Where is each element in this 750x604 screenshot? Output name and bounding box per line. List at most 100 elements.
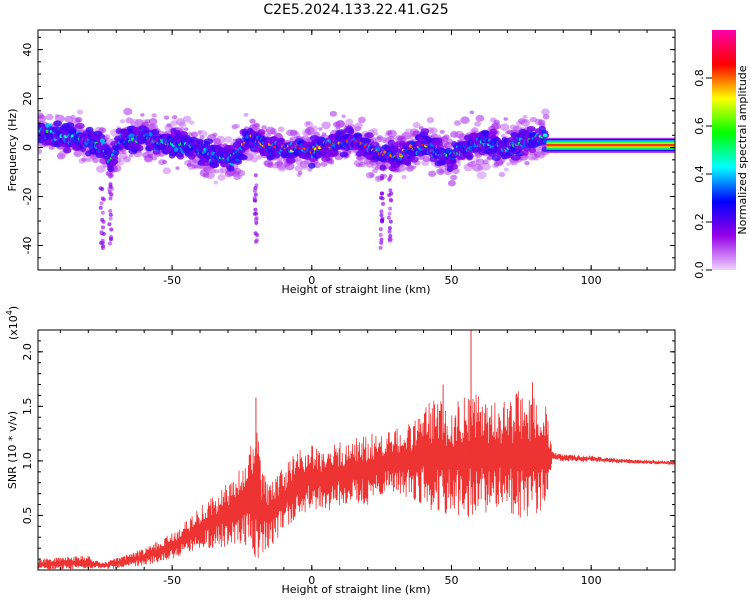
snr-xtick-label: -50	[163, 574, 181, 587]
spectrum-halo-blob	[75, 116, 83, 123]
spectrum-streak-blob	[379, 191, 384, 196]
spectrum-ridge-blob	[404, 160, 412, 167]
spectrum-halo-blob	[119, 119, 126, 124]
snr-ytick-label: 1.5	[21, 398, 34, 416]
spectrum-streak-blob	[387, 211, 392, 216]
spectrum-halo-blob	[122, 150, 127, 155]
spectrum-ridge-blob	[63, 147, 72, 154]
spectrogram-ytick-label: 0	[21, 144, 34, 151]
spectrum-halo-blob	[371, 128, 378, 134]
spectrum-halo-blob	[277, 157, 283, 162]
colorbar-tick-label: 0.0	[693, 261, 706, 279]
spectrum-streak-blob	[379, 209, 384, 214]
spectrogram-ytick-label: -20	[21, 188, 34, 206]
spectrum-band-strip	[546, 150, 675, 152]
spectrum-halo-blob	[148, 117, 158, 125]
spectrum-halo-blob	[450, 174, 458, 181]
spectrum-ridge-blob	[339, 151, 349, 158]
snr-xtick-label: 50	[444, 574, 458, 587]
spectrum-halo-blob	[128, 154, 134, 158]
spectrum-halo-blob	[111, 164, 122, 173]
spectrum-streak-blob	[379, 237, 384, 242]
spectrum-ridge-blob	[257, 129, 266, 136]
spectrum-halo-blob	[277, 164, 287, 172]
spectrogram-ytick-label: 40	[21, 43, 34, 57]
spectrum-ridge-blob	[526, 125, 536, 132]
spectrum-halo-blob	[482, 159, 489, 165]
spectrum-halo-blob	[178, 121, 187, 128]
spectrum-ridge-blob	[285, 157, 296, 164]
spectrum-halo-blob	[140, 113, 145, 117]
spectrum-ridge-blob	[379, 164, 387, 171]
spectrum-streak-blob	[253, 173, 258, 178]
spectrum-streak-blob	[380, 201, 385, 206]
spectrum-halo-blob	[175, 166, 180, 170]
spectrum-streak-blob	[378, 232, 383, 237]
spectrum-halo-blob	[179, 127, 185, 132]
spectrum-halo-blob	[237, 169, 246, 177]
spectrum-ridge-blob	[408, 156, 419, 163]
spectrum-streak-blob	[380, 176, 385, 181]
spectrum-halo-blob	[387, 129, 397, 138]
spectrum-streak-blob	[100, 186, 105, 191]
spectrum-halo-blob	[354, 122, 363, 129]
spectrum-halo-blob	[212, 132, 218, 137]
spectrum-halo-blob	[144, 119, 151, 124]
spectrum-streak-blob	[379, 213, 384, 218]
spectrum-streak-blob	[100, 210, 105, 215]
spectrum-halo-blob	[453, 120, 462, 126]
spectrum-streak-blob	[252, 188, 257, 193]
spectrum-band-strip	[546, 148, 675, 151]
spectrum-halo-blob	[498, 171, 506, 177]
spectrum-ridge-blob	[203, 138, 214, 145]
snr-panel: -50 0 50 100 0.5 1.0 1.5 2.0 Height of straight…	[5, 306, 676, 596]
spectrum-halo-blob	[445, 138, 453, 145]
spectrogram-ylabel: Frequency (Hz)	[6, 109, 19, 192]
spectrum-streak-blob	[388, 219, 393, 224]
spectrum-halo-blob	[520, 119, 531, 127]
spectrum-halo-blob	[163, 115, 170, 120]
spectrum-band-strip	[546, 147, 675, 150]
spectrum-ridge-blob	[75, 122, 85, 129]
spectrum-streak-blob	[254, 216, 259, 221]
spectrum-halo-blob	[234, 123, 241, 129]
spectrum-streak-blob	[252, 196, 257, 201]
spectrum-ridge-blob	[364, 132, 374, 139]
spectrum-streak-blob	[108, 174, 113, 179]
colorbar-tick-label: 0.4	[693, 165, 706, 183]
spectrum-halo-blob	[123, 107, 133, 116]
spectrum-ridge-blob	[211, 162, 220, 169]
spectrum-halo-blob	[542, 114, 550, 120]
spectrum-ridge-blob	[528, 147, 537, 154]
spectrum-streak-blob	[100, 246, 105, 251]
spectrum-streak-blob	[108, 216, 113, 221]
spectrum-ridge-blob	[107, 166, 114, 173]
spectrum-streak-blob	[378, 245, 383, 250]
spectrum-halo-blob	[321, 121, 331, 130]
spectrum-band-strip	[546, 141, 675, 144]
spectrum-halo-blob	[341, 114, 346, 118]
spectrum-halo-blob	[307, 167, 313, 172]
spectrum-streak-blob	[254, 238, 259, 243]
spectrum-streak-blob	[107, 241, 112, 246]
spectrum-band-strip	[546, 146, 675, 149]
spectrum-halo-blob	[405, 164, 415, 172]
spectrum-halo-blob	[320, 161, 328, 167]
spectrogram-xtick-label: 100	[581, 274, 602, 287]
spectrum-halo-blob	[329, 160, 334, 165]
spectrum-core-blob	[542, 133, 548, 137]
spectrum-ridge-blob	[196, 138, 204, 145]
spectrum-halo-blob	[480, 162, 491, 171]
spectrum-halo-blob	[373, 132, 379, 136]
spectrum-halo-blob	[190, 131, 199, 138]
spectrum-halo-blob	[429, 127, 438, 134]
spectrum-ridge-blob	[113, 149, 120, 156]
spectrum-halo-blob	[38, 114, 47, 123]
spectrum-halo-blob	[189, 120, 195, 125]
spectrum-halo-blob	[345, 118, 354, 125]
spectrum-halo-blob	[45, 113, 54, 121]
spectrum-halo-blob	[541, 108, 550, 116]
spectrum-halo-blob	[460, 116, 470, 124]
